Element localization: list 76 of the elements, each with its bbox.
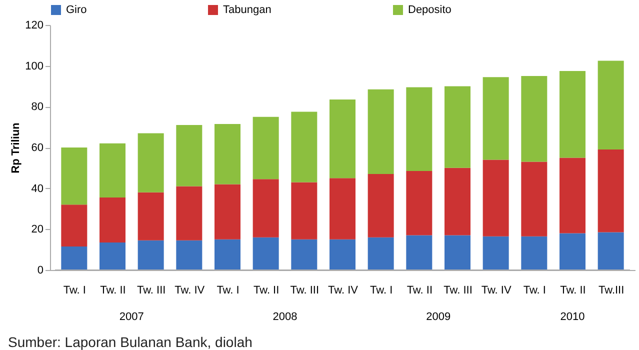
x-tick-label: Tw. IV: [328, 284, 359, 296]
bar: [482, 160, 509, 236]
x-tick-label: Tw. III: [136, 284, 166, 296]
x-tick-label: Tw. II: [253, 284, 280, 296]
bar: [61, 246, 88, 270]
bar: [330, 100, 356, 178]
bar: [61, 148, 88, 205]
y-tick-label: 120: [25, 20, 44, 32]
bar: [100, 242, 126, 270]
bar: [176, 186, 202, 240]
bar: [330, 239, 356, 270]
bar: [138, 240, 164, 270]
x-tick-label: Tw. I: [370, 284, 393, 296]
x-tick-label: Tw. III: [290, 284, 320, 296]
bar: [598, 60, 624, 150]
bar: [444, 168, 470, 236]
y-tick-label: 0: [37, 264, 44, 276]
legend-label: Tabungan: [223, 4, 272, 16]
bar: [368, 174, 394, 238]
bar: [368, 89, 394, 174]
bar: [406, 170, 432, 236]
x-tick-label: Tw. III: [444, 284, 472, 296]
y-tick-label: 40: [31, 182, 44, 195]
bar: [61, 204, 88, 247]
x-tick-label: Tw. II: [406, 284, 433, 296]
y-axis-title: Rp Triliun: [10, 122, 22, 174]
bar: [598, 232, 624, 270]
bar: [214, 239, 240, 270]
x-tick-label: Tw. IV: [174, 284, 206, 296]
bar: [291, 182, 318, 240]
text: 2010: [560, 311, 585, 323]
bar: [560, 233, 586, 270]
bar: [138, 192, 164, 240]
bar: [291, 239, 318, 270]
x-tick-label: Tw. II: [100, 284, 126, 296]
bar: [291, 112, 318, 182]
x-tick-label: Tw. II: [560, 284, 586, 296]
x-tick-label: Tw. I: [523, 284, 546, 296]
bar: [598, 150, 624, 232]
y-tick-label: 20: [31, 224, 44, 236]
bar: [176, 240, 202, 270]
text: 2009: [426, 311, 451, 323]
bar: [252, 116, 279, 180]
y-tick-label: 100: [25, 60, 44, 72]
legend-label: Giro: [66, 4, 87, 16]
bar: [214, 184, 240, 240]
bar: [214, 124, 240, 184]
text: Sumber: Laporan Bulanan Bank, diolah: [8, 334, 252, 350]
x-tick-label: Tw. I: [216, 284, 240, 296]
bar: [406, 235, 432, 270]
bar: [138, 133, 164, 192]
bar: [482, 77, 509, 160]
bar: [521, 162, 548, 236]
bar: [252, 237, 279, 270]
bar: [482, 236, 509, 270]
x-tick-label: Tw. I: [63, 284, 86, 296]
bar: [252, 179, 279, 238]
y-tick-label: 80: [31, 101, 44, 114]
bar: [176, 125, 202, 186]
bar: [444, 235, 470, 270]
x-tick-label: Tw.III: [598, 284, 624, 296]
text: 2008: [272, 311, 298, 323]
bar: [560, 70, 586, 158]
bar: [560, 158, 586, 234]
bar: [521, 76, 548, 162]
bar: [368, 237, 394, 270]
bar: [444, 86, 470, 168]
x-tick-label: Tw. IV: [481, 284, 512, 296]
bar: [330, 178, 356, 240]
bar: [100, 198, 126, 242]
y-tick-label: 60: [31, 142, 44, 154]
text: 2007: [119, 311, 144, 323]
bar: [100, 143, 126, 198]
legend-label: Deposito: [408, 4, 452, 16]
bar: [406, 87, 432, 171]
bar: [521, 236, 548, 270]
